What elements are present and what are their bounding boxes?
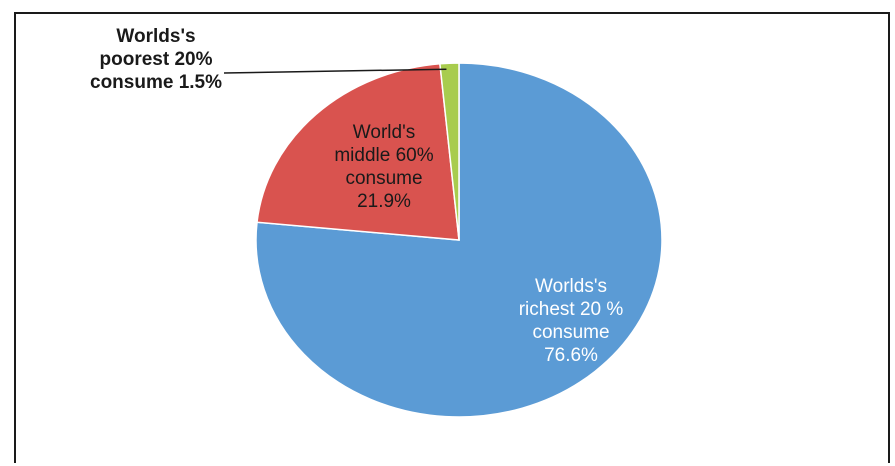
pie-chart: Worlds's richest 20 % consume 76.6%World's m… xyxy=(90,26,663,418)
slice-middle xyxy=(256,62,460,241)
pie-labels: Worlds's richest 20 % consume 76.6%World's m… xyxy=(90,26,623,366)
label-line: consume xyxy=(532,322,609,343)
label-line: 21.9% xyxy=(357,191,411,212)
label-line: Worlds's xyxy=(535,276,607,297)
label-middle: World's middle 60% consume 21.9% xyxy=(334,122,433,212)
label-line: 76.6% xyxy=(544,345,598,366)
label-richest: Worlds's richest 20 % consume 76.6% xyxy=(519,276,624,366)
pie-slices xyxy=(255,62,663,418)
label-line: poorest 20% xyxy=(100,49,213,70)
label-line: middle 60% xyxy=(334,145,433,166)
label-line: consume 1.5% xyxy=(90,72,222,93)
label-line: consume xyxy=(345,168,422,189)
chart-frame: Worlds's richest 20 % consume 76.6% World's m… xyxy=(14,12,890,463)
label-poorest: Worlds's poorest 20% consume 1.5% xyxy=(90,26,222,93)
leader-line xyxy=(223,68,447,74)
label-line: richest 20 % xyxy=(519,299,624,320)
slice-poorest xyxy=(439,62,460,241)
label-line: World's xyxy=(353,122,415,143)
label-line: Worlds's xyxy=(116,26,195,47)
